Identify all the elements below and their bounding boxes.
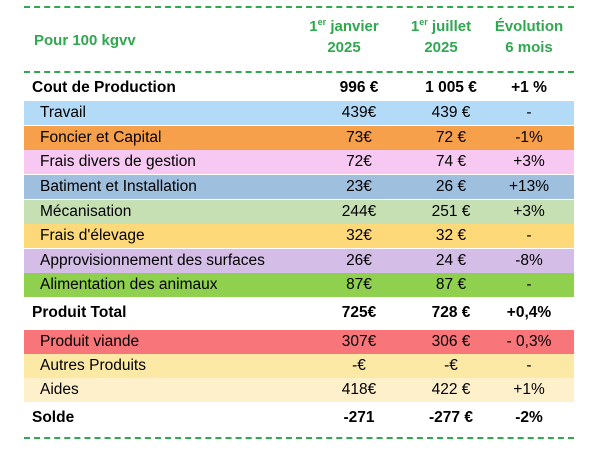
header-evolution: Évolution 6 mois <box>494 18 564 56</box>
value-july: 439 € <box>431 104 471 121</box>
value-january: 439€ <box>341 104 377 121</box>
table-row: Approvisionnement des surfaces 26€ 24 € -8% <box>24 249 574 273</box>
value-evolution: - <box>526 104 532 121</box>
row-label: Solde <box>32 409 75 426</box>
value-january: 72€ <box>346 153 372 170</box>
top-dashed-divider <box>24 6 574 8</box>
header-july: 1er juillet 2025 <box>410 17 472 57</box>
value-evolution: - <box>526 227 532 244</box>
value-evolution: +1 % <box>511 79 547 96</box>
row-label: Cout de Production <box>32 79 176 96</box>
total-row: Cout de Production 996 € 1 005 € +1 % <box>24 76 574 100</box>
value-january: 307€ <box>341 333 377 350</box>
header-january: 1er janvier 2025 <box>309 17 379 57</box>
row-label: Aides <box>40 381 79 398</box>
row-label: Mécanisation <box>40 203 132 220</box>
table-row: Batiment et Installation 23€ 26 € +13% <box>24 175 574 199</box>
value-january: 725€ <box>341 304 377 321</box>
row-label: Frais d'élevage <box>40 227 145 244</box>
row-label: Foncier et Capital <box>40 129 162 146</box>
value-january: 32€ <box>346 227 372 244</box>
value-evolution: +0,4% <box>506 304 552 321</box>
table-row: Frais d'élevage 32€ 32 € - <box>24 224 574 248</box>
value-evolution: +3% <box>513 203 545 220</box>
row-label: Produit viande <box>40 333 140 350</box>
value-evolution: - <box>526 357 532 374</box>
value-july: 74 € <box>435 153 467 170</box>
table-row: Aides 418€ 422 € +1% <box>24 378 574 402</box>
bottom-dashed-divider <box>24 437 574 439</box>
value-july: 422 € <box>431 381 471 398</box>
header-dashed-divider <box>24 71 574 73</box>
row-label: Autres Produits <box>40 357 146 374</box>
value-evolution: -1% <box>515 129 543 146</box>
table-header: Pour 100 kgvv 1er janvier 2025 1er juill… <box>24 16 574 68</box>
value-january: 23€ <box>346 178 372 195</box>
value-evolution: +3% <box>513 153 545 170</box>
total-row: Produit Total 725€ 728 € +0,4% <box>24 301 574 325</box>
table-row: Mécanisation 244€ 251 € +3% <box>24 200 574 224</box>
value-january: -€ <box>352 357 366 374</box>
table-row: Travail 439€ 439 € - <box>24 101 574 125</box>
total-row: Solde -271 -277 € -2% <box>24 406 574 430</box>
value-evolution: - <box>526 276 532 293</box>
value-evolution: -8% <box>515 252 543 269</box>
value-evolution: - 0,3% <box>506 333 552 350</box>
row-label: Approvisionnement des surfaces <box>40 252 265 269</box>
table-row: Produit viande 307€ 306 € - 0,3% <box>24 330 574 354</box>
value-july: 728 € <box>431 304 471 321</box>
row-label: Batiment et Installation <box>40 178 197 195</box>
value-july: -€ <box>444 357 458 374</box>
row-label: Produit Total <box>32 304 127 321</box>
value-july: 87 € <box>435 276 467 293</box>
value-july: 1 005 € <box>425 79 477 96</box>
value-evolution: +1% <box>513 381 545 398</box>
value-july: 72 € <box>435 129 467 146</box>
value-july: 251 € <box>431 203 471 220</box>
table-row: Alimentation des animaux 87€ 87 € - <box>24 273 574 297</box>
value-july: -277 € <box>429 409 473 426</box>
value-evolution: +13% <box>508 178 550 195</box>
value-july: 26 € <box>435 178 467 195</box>
value-july: 32 € <box>435 227 467 244</box>
row-label: Alimentation des animaux <box>40 276 218 293</box>
row-label: Travail <box>40 104 86 121</box>
value-january: 73€ <box>346 129 372 146</box>
table-row: Foncier et Capital 73€ 72 € -1% <box>24 126 574 150</box>
value-january: 996 € <box>339 79 379 96</box>
table-row: Frais divers de gestion 72€ 74 € +3% <box>24 150 574 174</box>
value-january: 87€ <box>346 276 372 293</box>
value-january: -271 <box>343 409 375 426</box>
value-july: 306 € <box>431 333 471 350</box>
table-row: Autres Produits -€ -€ - <box>24 354 574 378</box>
value-january: 418€ <box>341 381 377 398</box>
value-evolution: -2% <box>515 409 543 426</box>
value-january: 244€ <box>341 203 377 220</box>
unit-label: Pour 100 kgvv <box>34 32 136 49</box>
value-july: 24 € <box>435 252 467 269</box>
row-label: Frais divers de gestion <box>40 153 196 170</box>
value-january: 26€ <box>346 252 372 269</box>
